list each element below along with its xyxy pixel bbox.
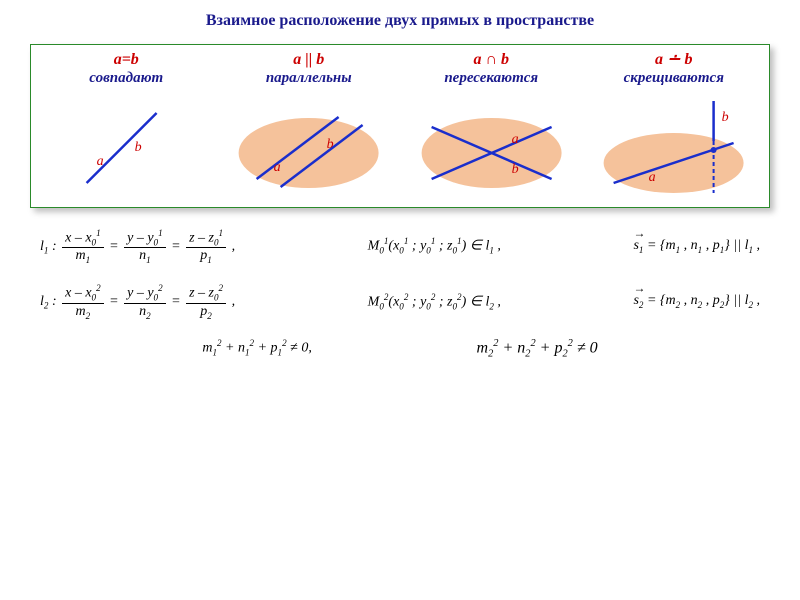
- svg-text:a: a: [274, 160, 281, 175]
- panel-header: a ∩ b пересекаются: [404, 51, 579, 93]
- l1-equation: l1 : x – x01m1 = y – y01n1 = z – z01p1 ,: [40, 228, 235, 265]
- panel-bottom-label: пересекаются: [444, 70, 538, 86]
- svg-text:b: b: [511, 162, 518, 177]
- diagram-parallel: a b: [221, 93, 396, 203]
- panel-intersect: a ∩ b пересекаются a b: [404, 51, 579, 203]
- panel-header: a || b параллельны: [221, 51, 396, 93]
- svg-text:b: b: [722, 110, 729, 125]
- panel-skew: a ∸ b скрещиваются b a: [586, 51, 761, 203]
- svg-text:a: a: [649, 170, 656, 185]
- s2-vector: s2 = {m2 , n2 , p2} || l2 ,: [633, 294, 760, 310]
- panel-bottom-label: совпадают: [89, 70, 163, 86]
- panel-top-label: a=b: [114, 51, 139, 68]
- formulas-block: l1 : x – x01m1 = y – y01n1 = z – z01p1 ,…: [0, 218, 800, 359]
- panel-header: a=b совпадают: [39, 51, 214, 93]
- M1-point: M01(x01 ; y01 ; z01) ∈ l1 ,: [368, 237, 501, 256]
- svg-text:b: b: [327, 137, 334, 152]
- l2-equation: l2 : x – x02m2 = y – y02n2 = z – z02p2 ,: [40, 283, 235, 320]
- diagram-panel-container: a=b совпадают a b a || b параллельны a b: [30, 44, 770, 208]
- diagram-intersect: a b: [404, 93, 579, 203]
- panel-top-label: a ∩ b: [474, 51, 510, 68]
- diagram-skew: b a: [586, 93, 761, 203]
- s1-vector: s1 = {m1 , n1 , p1} || l1 ,: [633, 239, 760, 255]
- panel-bottom-label: скрещиваются: [624, 70, 724, 86]
- panel-top-label: a ∸ b: [655, 51, 692, 68]
- sumsq1: m12 + n12 + p12 ≠ 0,: [202, 339, 312, 360]
- svg-text:a: a: [511, 132, 518, 147]
- panel-top-label: a || b: [293, 51, 324, 68]
- svg-text:a: a: [96, 154, 103, 169]
- panel-coincide: a=b совпадают a b: [39, 51, 214, 203]
- formula-row-3: m12 + n12 + p12 ≠ 0, m22 + n22 + p22 ≠ 0: [40, 339, 760, 360]
- panel-parallel: a || b параллельны a b: [221, 51, 396, 203]
- panel-bottom-label: параллельны: [266, 70, 352, 86]
- page-title: Взаимное расположение двух прямых в прос…: [0, 0, 800, 38]
- formula-row-2: l2 : x – x02m2 = y – y02n2 = z – z02p2 ,…: [40, 283, 760, 320]
- diagram-coincide: a b: [39, 93, 214, 203]
- sumsq2: m22 + n22 + p22 ≠ 0: [477, 339, 598, 360]
- panel-header: a ∸ b скрещиваются: [586, 51, 761, 93]
- formula-row-1: l1 : x – x01m1 = y – y01n1 = z – z01p1 ,…: [40, 228, 760, 265]
- svg-text:b: b: [134, 140, 141, 155]
- M2-point: M02(x02 ; y02 ; z02) ∈ l2 ,: [368, 293, 501, 312]
